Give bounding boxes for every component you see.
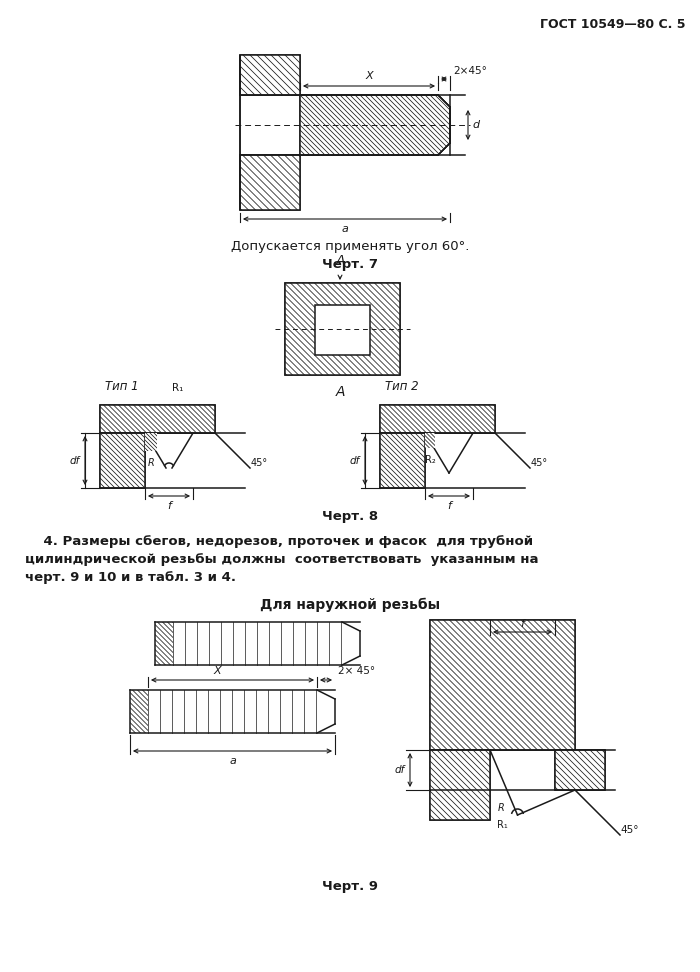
Polygon shape: [240, 155, 300, 210]
Polygon shape: [430, 750, 490, 820]
Polygon shape: [380, 405, 495, 433]
Polygon shape: [240, 155, 300, 210]
Polygon shape: [130, 690, 148, 733]
Polygon shape: [145, 433, 157, 451]
Text: A: A: [335, 385, 344, 399]
Text: цилиндрической резьбы должны  соответствовать  указанным на: цилиндрической резьбы должны соответство…: [25, 553, 538, 566]
Polygon shape: [430, 750, 490, 820]
Text: Тип 2: Тип 2: [385, 380, 419, 393]
Polygon shape: [240, 55, 300, 95]
Polygon shape: [100, 405, 215, 433]
Polygon shape: [315, 305, 370, 355]
Polygon shape: [300, 95, 450, 155]
Polygon shape: [430, 620, 575, 750]
Text: R₂: R₂: [425, 455, 435, 465]
Text: Черт. 7: Черт. 7: [322, 258, 378, 271]
Text: R: R: [498, 803, 505, 813]
Text: X: X: [214, 666, 221, 676]
Polygon shape: [425, 433, 435, 448]
Text: 2× 45°: 2× 45°: [338, 666, 375, 676]
Text: R₁: R₁: [497, 820, 508, 830]
Text: d: d: [472, 120, 479, 130]
Text: a: a: [229, 756, 236, 766]
Text: 2×45°: 2×45°: [453, 66, 487, 76]
Polygon shape: [100, 433, 145, 488]
Polygon shape: [323, 313, 362, 347]
Text: черт. 9 и 10 и в табл. 3 и 4.: черт. 9 и 10 и в табл. 3 и 4.: [25, 571, 236, 584]
Text: A: A: [335, 254, 344, 268]
Polygon shape: [145, 433, 157, 451]
Text: R: R: [148, 458, 155, 468]
Polygon shape: [555, 750, 605, 790]
Text: ГОСТ 10549—80 С. 5: ГОСТ 10549—80 С. 5: [540, 18, 685, 31]
Polygon shape: [323, 313, 362, 347]
Polygon shape: [380, 405, 495, 433]
Polygon shape: [155, 622, 173, 665]
Text: df: df: [70, 456, 80, 466]
Text: 45°: 45°: [620, 825, 638, 835]
Text: a: a: [342, 224, 349, 234]
Text: X: X: [365, 71, 373, 81]
Polygon shape: [155, 622, 173, 665]
Text: Тип 1: Тип 1: [105, 380, 139, 393]
Text: Допускается применять угол 60°.: Допускается применять угол 60°.: [231, 240, 469, 253]
Polygon shape: [425, 433, 435, 448]
Text: Черт. 8: Черт. 8: [322, 510, 378, 523]
Polygon shape: [100, 433, 145, 488]
Text: df: df: [395, 765, 405, 775]
Polygon shape: [380, 433, 425, 488]
Text: R₁: R₁: [172, 383, 183, 393]
Polygon shape: [300, 95, 450, 155]
Text: Для наружной резьбы: Для наружной резьбы: [260, 598, 440, 612]
Text: df: df: [350, 456, 360, 466]
Text: 45°: 45°: [531, 458, 548, 468]
Polygon shape: [430, 620, 575, 750]
Text: f: f: [521, 619, 524, 629]
Polygon shape: [240, 55, 300, 95]
Polygon shape: [130, 690, 148, 733]
Text: f: f: [167, 501, 171, 511]
Text: 45°: 45°: [251, 458, 268, 468]
Text: f: f: [447, 501, 451, 511]
Polygon shape: [380, 433, 425, 488]
Text: Черт. 9: Черт. 9: [322, 880, 378, 893]
Polygon shape: [285, 283, 400, 375]
Polygon shape: [285, 283, 400, 375]
Polygon shape: [555, 750, 605, 790]
Polygon shape: [100, 405, 215, 433]
Text: 4. Размеры сбегов, недорезов, проточек и фасок  для трубной: 4. Размеры сбегов, недорезов, проточек и…: [25, 535, 533, 548]
